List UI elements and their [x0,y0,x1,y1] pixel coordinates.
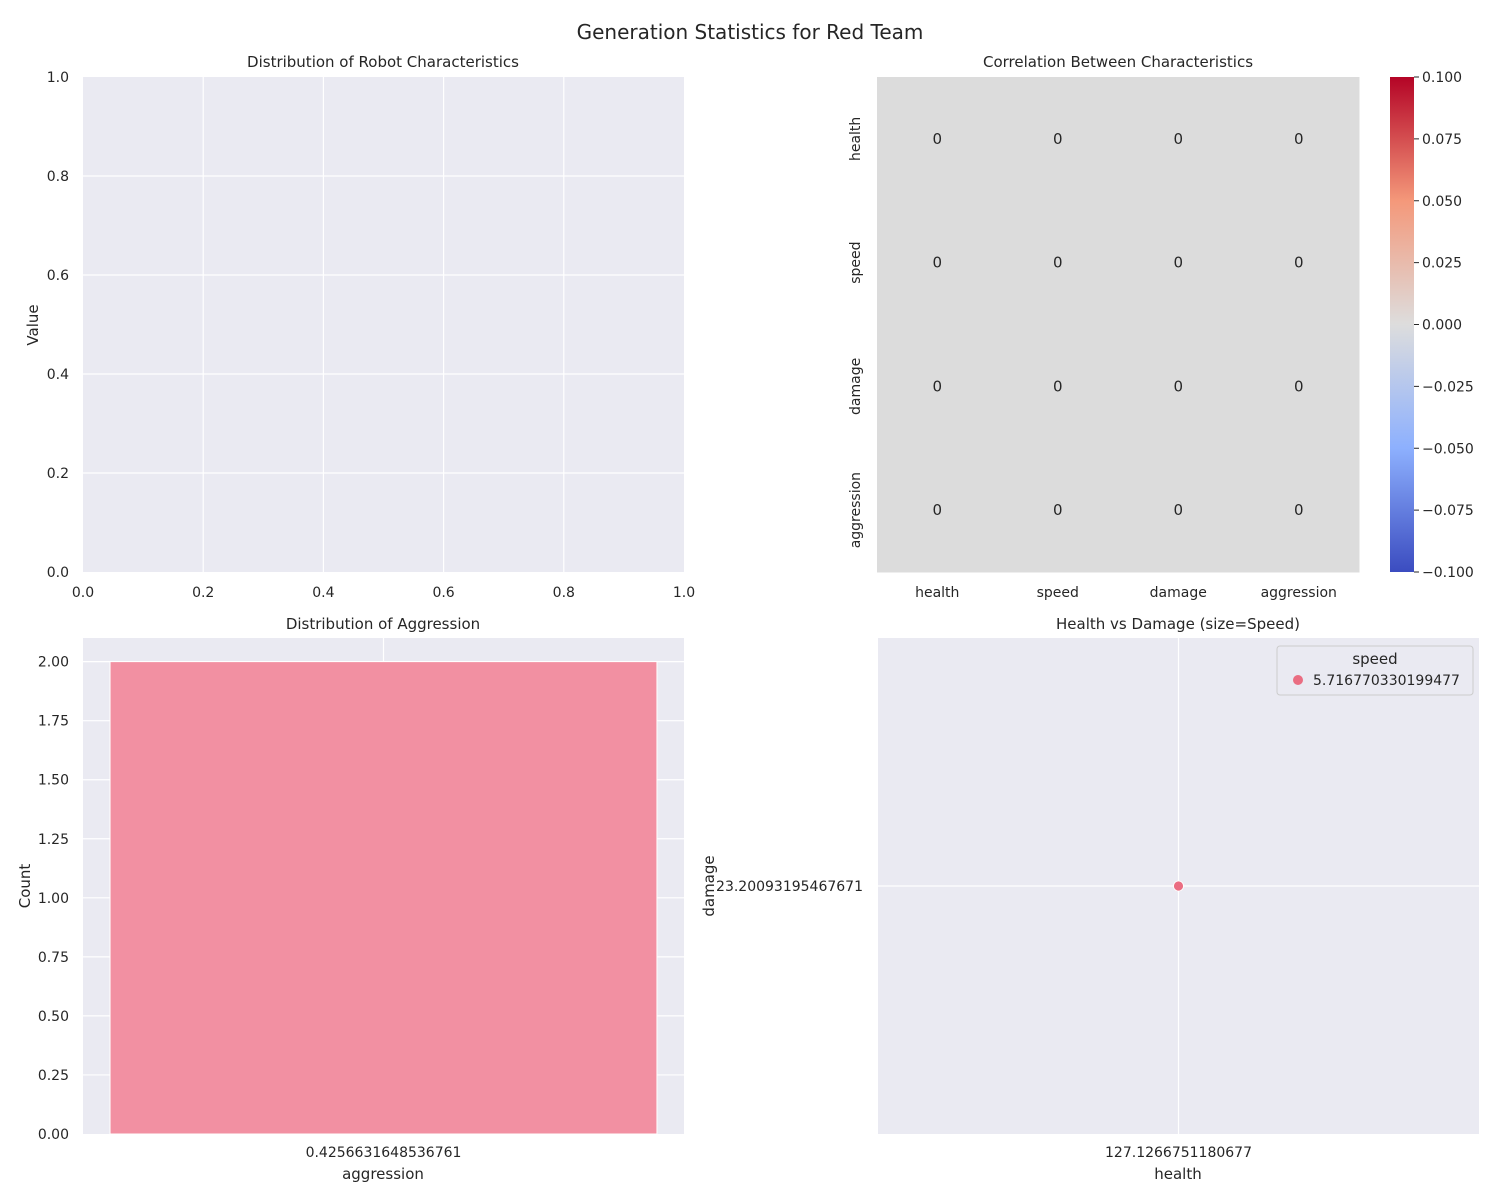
panel1-xtick-label: 0.2 [192,585,214,601]
heatmap-cell [877,324,998,449]
heatmap-col-label: aggression [1261,585,1337,601]
panel-aggression-histogram: 0.00 0.25 0.50 0.75 1.00 1.25 1.50 1.75 2.00 0.4… [16,615,684,1183]
panel1-ylabel: Value [24,304,42,345]
panel2-title: Correlation Between Characteristics [983,53,1253,71]
heatmap-cell [997,77,1119,202]
scatter-point [1173,880,1184,892]
panel3-ytick-label: 1.75 [38,714,69,730]
heatmap-cell [877,77,998,202]
panel1-xtick-label: 1.0 [673,585,695,601]
heatmap-cell-value: 0 [1173,377,1183,395]
panel4-title: Health vs Damage (size=Speed) [1056,615,1300,633]
panel1-xtick-label: 0.6 [432,585,454,601]
heatmap-cell [1238,77,1360,202]
histogram-bar [109,661,658,1135]
heatmap-cell-value: 0 [1053,254,1063,272]
legend-entry-label: 5.716770330199477 [1313,673,1460,689]
panel-health-vs-damage: 127.1266751180677 23.20093195467671 Heal… [700,615,1479,1183]
panel1-xtick-label: 0.8 [553,585,575,601]
heatmap-cell [877,200,998,325]
panel-robot-characteristics: 0.0 0.2 0.4 0.6 0.8 1.0 0.0 0.2 0.4 0.6 0.8 1.0 Di… [24,53,695,601]
panel3-ylabel: Count [16,864,34,909]
heatmap-cell-value: 0 [932,254,942,272]
heatmap-row-label: aggression [848,472,864,548]
heatmap-col-label: health [915,585,959,601]
panel3-ytick-label: 0.50 [38,1009,69,1025]
heatmap-cell [1118,77,1239,202]
panel3-ytick-label: 2.00 [38,655,69,671]
colorbar-tick-label: 0.100 [1422,70,1462,86]
heatmap-row-label: speed [848,241,864,283]
colorbar-tick-label: −0.075 [1422,503,1474,519]
heatmap-row-label: health [848,117,864,161]
panel3-title: Distribution of Aggression [286,615,480,633]
panel3-ytick-label: 0.00 [38,1127,69,1143]
panel1-xtick-label: 0.0 [72,585,94,601]
heatmap-cell-value: 0 [1294,254,1304,272]
heatmap-cell-value: 0 [1173,254,1183,272]
legend-title: speed [1352,650,1397,668]
heatmap-cell [877,448,998,573]
panel1-ytick-label: 0.8 [47,169,69,185]
figure-title: Generation Statistics for Red Team [577,20,924,44]
heatmap-cell-value: 0 [932,501,942,519]
heatmap-cell-value: 0 [1294,501,1304,519]
heatmap-cell-value: 0 [932,377,942,395]
heatmap-cell [997,324,1119,449]
panel1-ytick-label: 0.4 [47,367,69,383]
heatmap-cell [1118,324,1239,449]
heatmap-cell-value: 0 [1053,130,1063,148]
colorbar-tick-label: 0.075 [1422,132,1462,148]
panel1-ytick-label: 1.0 [47,70,69,86]
panel3-ytick-label: 1.25 [38,832,69,848]
panel1-ytick-label: 0.0 [47,565,69,581]
heatmap-cell [1238,448,1360,573]
colorbar-tick-label: −0.050 [1422,441,1474,457]
panel4-ytick-label: 23.20093195467671 [716,879,863,895]
heatmap-cell [1238,200,1360,325]
panel4-ylabel: damage [700,855,718,916]
heatmap-cell [997,200,1119,325]
colorbar-tick-label: 0.000 [1422,318,1462,334]
panel4-xlabel: health [1154,1165,1201,1183]
panel-correlation-heatmap: 0 0 0 0 0 0 0 0 0 0 0 0 0 0 0 0 health speed damage aggres… [848,53,1474,601]
heatmap-col-label: damage [1150,585,1207,601]
panel4-xtick-label: 127.1266751180677 [1105,1145,1252,1161]
heatmap-cell [997,448,1119,573]
panel3-xtick-label: 0.4256631648536761 [306,1145,462,1161]
legend-box [1276,645,1474,696]
heatmap-col-label: speed [1037,585,1079,601]
panel1-ytick-label: 0.6 [47,268,69,284]
panel3-ytick-label: 0.75 [38,950,69,966]
heatmap-cell [1118,448,1239,573]
heatmap-cell-value: 0 [1294,377,1304,395]
heatmap-cell-value: 0 [1173,501,1183,519]
heatmap-cell-value: 0 [1053,377,1063,395]
colorbar [1390,77,1414,572]
panel1-axes-background [83,77,684,572]
panel1-title: Distribution of Robot Characteristics [247,53,519,71]
panel3-ytick-label: 1.00 [38,891,69,907]
colorbar-tick-label: −0.100 [1422,565,1474,581]
heatmap-cell [1238,324,1360,449]
heatmap-cell-value: 0 [1053,501,1063,519]
heatmap-cell-value: 0 [1294,130,1304,148]
panel1-xtick-label: 0.4 [312,585,334,601]
legend: speed 5.716770330199477 [1276,645,1474,696]
colorbar-tick-label: 0.025 [1422,256,1462,272]
heatmap-row-label: damage [848,358,864,415]
panel1-ytick-label: 0.2 [47,466,69,482]
panel3-ytick-label: 1.50 [38,773,69,789]
legend-marker [1293,675,1303,685]
heatmap-cell [1118,200,1239,325]
colorbar-tick-label: −0.025 [1422,379,1474,395]
panel3-ytick-label: 0.25 [38,1068,69,1084]
heatmap-cell-value: 0 [932,130,942,148]
panel3-xlabel: aggression [342,1165,424,1183]
colorbar-tick-label: 0.050 [1422,194,1462,210]
heatmap-cell-value: 0 [1173,130,1183,148]
